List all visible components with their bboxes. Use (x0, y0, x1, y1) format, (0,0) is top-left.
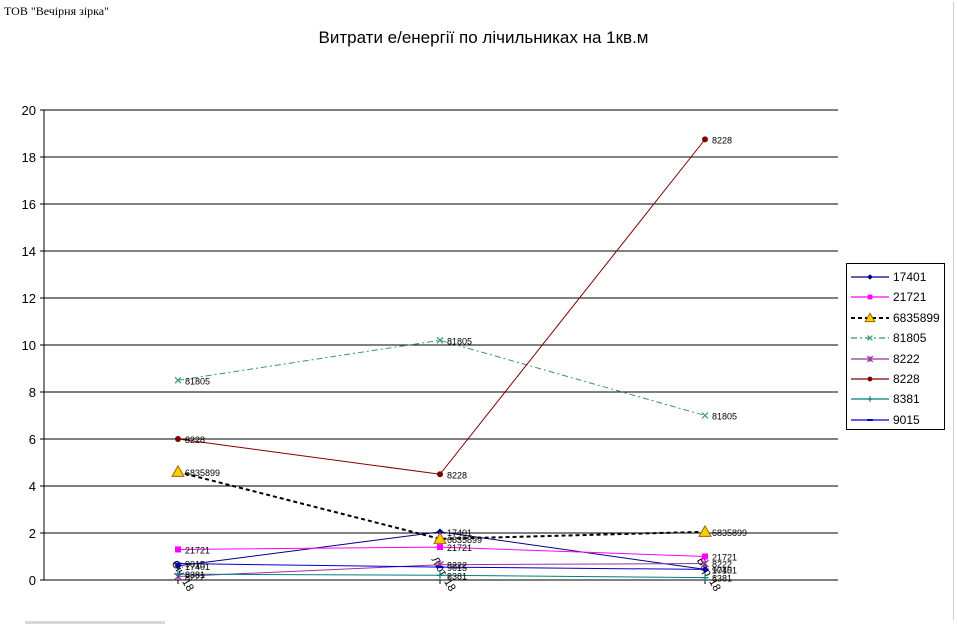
data-label-8228: 8228 (447, 470, 467, 480)
y-tick-label: 20 (22, 103, 36, 118)
marker-21721 (437, 544, 443, 551)
series-line-8228 (177, 139, 706, 475)
company-name: ТОВ "Вечірня зірка" (4, 4, 110, 18)
marker-8381 (701, 574, 709, 582)
marker-21721 (175, 546, 181, 553)
series-lines (177, 139, 706, 579)
legend-swatch (851, 335, 889, 341)
marker-6835899 (433, 531, 447, 544)
legend-swatch (851, 376, 889, 382)
y-tick-label: 4 (29, 479, 36, 494)
marker-8228 (175, 436, 181, 442)
data-label-8222: 8222 (185, 572, 205, 582)
data-label-21721: 21721 (712, 553, 737, 563)
y-tick-label: 12 (22, 291, 36, 306)
legend-label: 6835899 (893, 310, 940, 325)
data-label-8381: 8381 (185, 570, 205, 580)
marker-6835899 (698, 524, 712, 537)
legend-item-81805: 81805 (847, 328, 944, 348)
marker-8381 (174, 570, 182, 578)
legend-label: 8381 (893, 392, 920, 407)
marker-81805 (436, 336, 444, 344)
data-label-17401: 17401 (712, 565, 737, 575)
data-label-81805: 81805 (185, 376, 210, 386)
data-label-6835899: 6835899 (447, 535, 482, 545)
data-label-9015: 9015 (447, 563, 467, 573)
y-tick-label: 16 (22, 197, 36, 212)
legend-swatch (851, 311, 889, 322)
gridlines (44, 109, 838, 534)
data-label-6835899: 6835899 (185, 468, 220, 478)
legend-label: 8228 (893, 371, 920, 386)
data-label-8381: 8381 (712, 574, 732, 584)
legend-label: 8222 (893, 351, 920, 366)
axes (40, 109, 838, 584)
y-tick-label: 6 (29, 432, 36, 447)
legend-label: 21721 (893, 290, 927, 305)
y-tick-label: 0 (29, 573, 36, 588)
legend-item-8381: 8381 (847, 389, 944, 409)
data-label-21721: 21721 (185, 545, 210, 555)
legend-item-8222: 8222 (847, 349, 944, 369)
data-label-8228: 8228 (712, 135, 732, 145)
series-line-6835899 (177, 470, 706, 540)
chart-legend: 17401 21721 6835899 81805 8222 8228 8381 9015 (846, 263, 945, 430)
data-label-81805: 81805 (447, 336, 472, 346)
legend-item-9015: 9015 (847, 410, 944, 430)
legend-label: 9015 (893, 412, 920, 427)
marker-6835899 (171, 464, 185, 477)
legend-swatch (851, 418, 889, 421)
legend-item-6835899: 6835899 (847, 308, 944, 328)
data-label-9015: 9015 (712, 565, 732, 575)
data-label-17401: 17401 (185, 562, 210, 572)
marker-8222 (866, 355, 874, 362)
series-line-81805 (177, 339, 706, 416)
chart-title: Витрати е/енергії по лічильниках на 1кв.… (318, 28, 649, 47)
legend-label: 81805 (893, 331, 927, 346)
marker-81805 (701, 412, 709, 419)
marker-81805 (867, 335, 873, 341)
marker-8222 (701, 559, 709, 568)
series-markers (171, 136, 712, 582)
marker-6835899 (864, 311, 876, 322)
marker-8228 (437, 471, 443, 478)
marker-81805 (174, 376, 182, 384)
sheet-tabs-strip (25, 621, 165, 624)
legend-swatch (851, 294, 889, 300)
data-label-21721: 21721 (447, 543, 472, 553)
marker-8228 (702, 136, 708, 143)
marker-8381 (436, 571, 444, 579)
legend-item-21721: 21721 (847, 287, 944, 307)
marker-21721 (702, 553, 708, 560)
y-tick-label: 2 (29, 526, 36, 541)
legend-item-17401: 17401 (847, 267, 944, 287)
y-tick-label: 14 (22, 244, 36, 259)
data-label-17401: 17401 (447, 528, 472, 538)
data-label-81805: 81805 (712, 412, 737, 422)
data-label-8222: 8222 (712, 560, 732, 570)
data-label-6835899: 6835899 (712, 528, 747, 538)
marker-17401 (867, 274, 873, 280)
data-label-9015: 9015 (185, 560, 205, 570)
marker-8228 (867, 376, 873, 382)
marker-8381 (867, 396, 873, 403)
legend-item-8228: 8228 (847, 369, 944, 389)
y-tick-label: 18 (22, 150, 36, 165)
data-label-8381: 8381 (447, 571, 467, 581)
y-tick-labels: 0 2 4 6 8 10 12 14 16 18 20 (22, 103, 36, 588)
y-tick-label: 8 (29, 385, 36, 400)
legend-swatch (851, 274, 889, 280)
data-label-8228: 8228 (185, 435, 205, 445)
y-tick-label: 10 (22, 338, 36, 353)
legend-label: 17401 (893, 270, 927, 284)
legend-swatch (851, 355, 889, 362)
legend-swatch (851, 396, 889, 403)
marker-21721 (867, 294, 873, 300)
data-label-8222: 8222 (447, 561, 467, 571)
marker-17401 (436, 528, 444, 536)
